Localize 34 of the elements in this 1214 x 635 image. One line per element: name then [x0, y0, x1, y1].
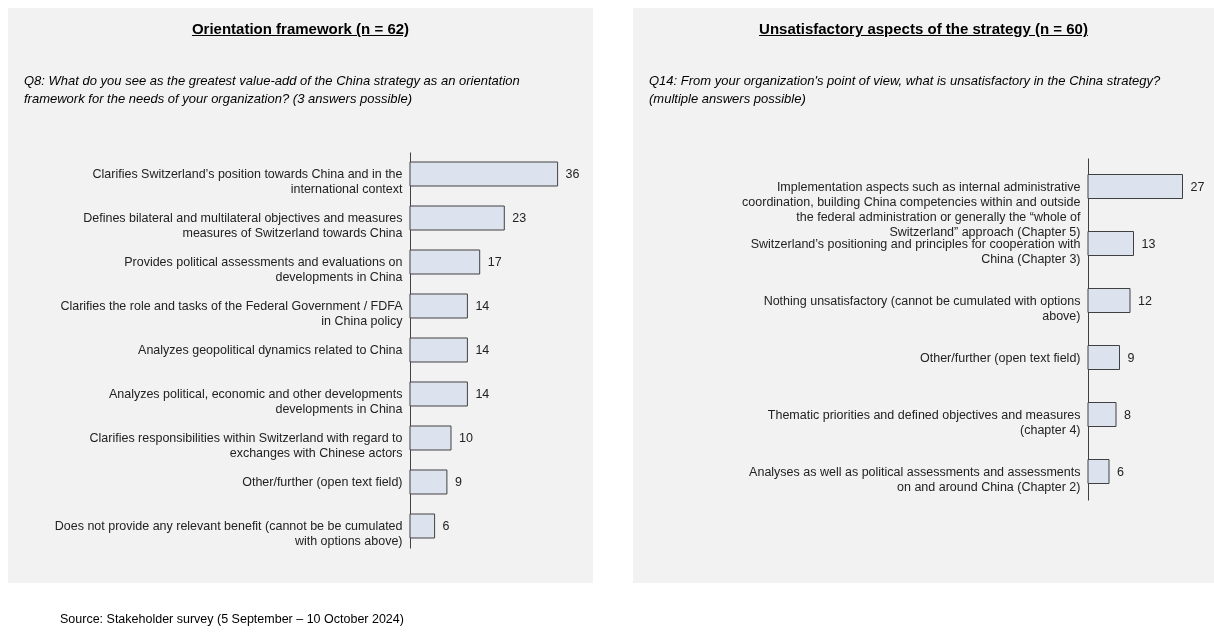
text: Q14: From your organization's point of view, what is unsatisfactory in the China strategy? (multiple answers possible): [649, 72, 1162, 108]
y-tick-label: Analyses as well as political assessments and assessments on and around China (Chapter 2): [749, 464, 1081, 494]
data-label: 27: [1190, 179, 1205, 194]
y-tick-label: Analyzes geopolitical dynamics related to China: [138, 343, 403, 357]
y-tick-label: Clarifies the role and tasks of the Federal Government / FDFA in China policy: [60, 299, 404, 328]
data-label: 6: [1117, 464, 1124, 479]
source-note: Source: Stakeholder survey (5 September – 10 October 2024): [60, 612, 404, 626]
data-label: 6: [442, 519, 450, 533]
data-label: 9: [1127, 350, 1135, 365]
data-label: 14: [475, 343, 490, 357]
y-tick-label: Thematic priorities and defined objectives and measures (chapter 4): [767, 407, 1081, 437]
y-tick-label: Clarifies responsibilities within Switzerland with regard to exchanges with Chinese actors: [89, 431, 403, 460]
data-label: 13: [1141, 236, 1156, 251]
text: Q8: What do you see as the greatest value-add of the China strategy as an orientation framework for the needs of your organization? (3 answers possible): [24, 72, 521, 108]
y-tick-label: Other/further (open text field): [920, 350, 1081, 365]
y-tick-label: Defines bilateral and multilateral objectives and measures measures of Switzerland towards China: [83, 211, 403, 240]
y-tick-label: Other/further (open text field): [242, 475, 403, 489]
chart-title: Orientation framework (n = 62): [190, 20, 411, 37]
y-tick-label: Does not provide any relevant benefit (cannot be be cumulated with options above): [54, 519, 403, 548]
data-label: 23: [512, 211, 527, 225]
text: Unsatisfactory aspects of the strategy (n = 60): [758, 20, 1089, 37]
data-label: 14: [475, 299, 490, 313]
data-label: 36: [565, 167, 580, 181]
y-tick-label: Implementation aspects such as internal administrative coordination, building China competencies within and outside the federal administration or generally the “whole of Switzerland” approach (Chapter 5): [742, 179, 1082, 239]
y-tick-label: Analyzes political, economic and other developments developments in China: [108, 387, 403, 416]
data-label: 10: [459, 431, 473, 445]
data-label: 12: [1138, 293, 1152, 308]
y-tick-label: Clarifies Switzerland’s position towards China and in the international context: [92, 167, 404, 196]
data-label: 9: [454, 475, 462, 489]
data-label: 8: [1124, 407, 1131, 422]
y-tick-label: Nothing unsatisfactory (cannot be cumulated with options above): [763, 293, 1081, 323]
data-label: 14: [475, 387, 490, 401]
y-tick-label: Provides political assessments and evaluations on developments in China: [124, 255, 403, 284]
data-label: 17: [487, 255, 502, 269]
